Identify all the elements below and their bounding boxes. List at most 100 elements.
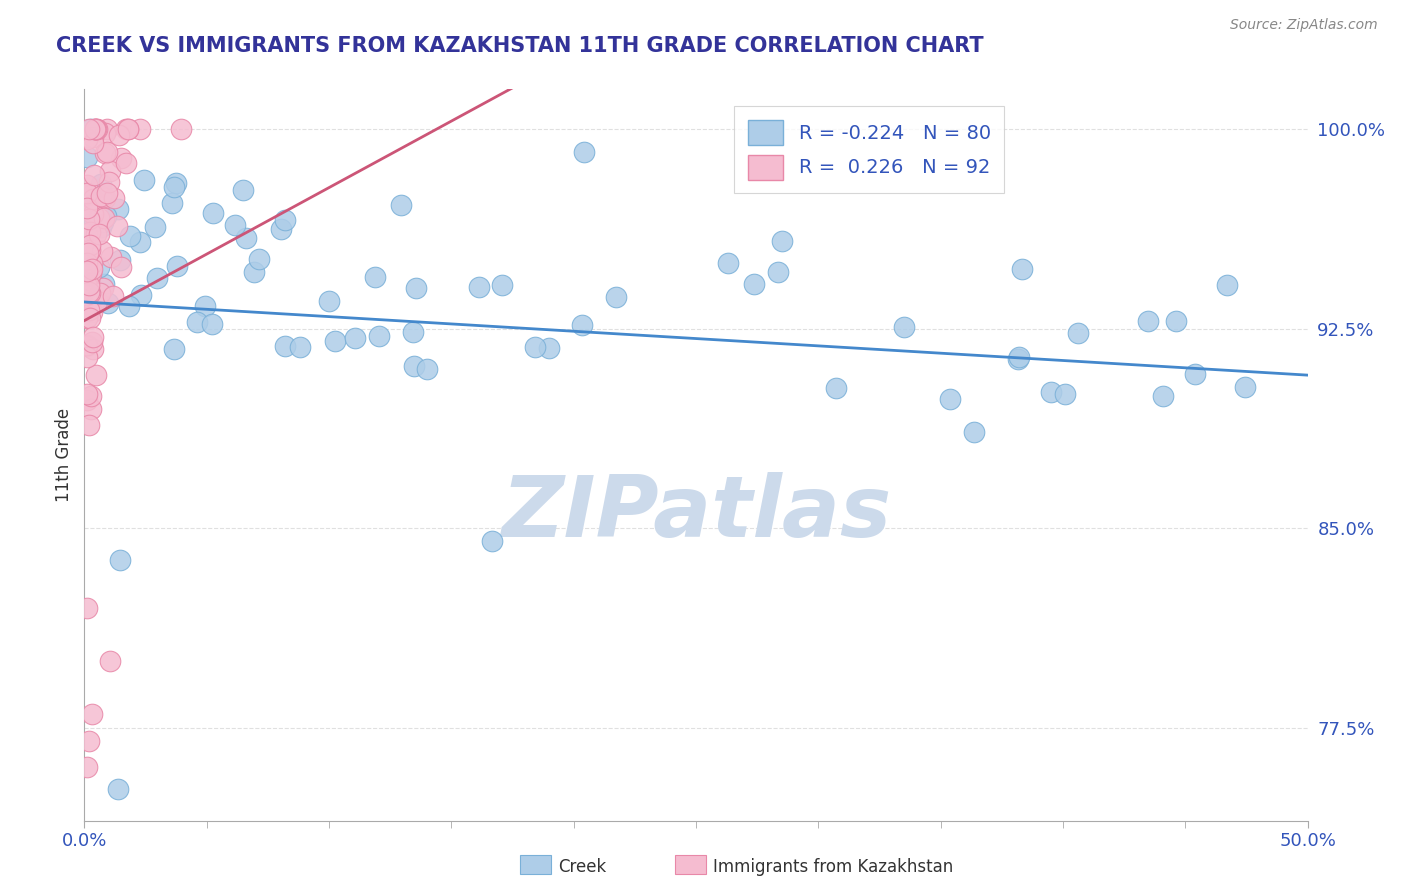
Point [82,330,104,344]
Point [202,206,225,220]
Point [1215,277,1237,292]
Point [76,288,98,302]
Point [201,318,224,332]
Point [108,128,131,142]
Point [80,255,103,269]
Point [84,122,107,136]
Point [94,191,117,205]
Point [89,227,111,241]
Point [107,202,129,216]
Point [91,244,114,259]
Point [91,189,114,203]
Point [232,183,254,197]
Point [389,197,412,211]
Point [83,169,105,183]
Legend: R = -0.224   N = 80, R =  0.226   N = 92: R = -0.224 N = 80, R = 0.226 N = 92 [734,106,1004,194]
Point [76,186,98,201]
Point [364,269,387,284]
Y-axis label: 11th Grade: 11th Grade [55,408,73,502]
Point [90,219,112,234]
Point [84,227,107,241]
Point [107,219,129,233]
Point [79,188,101,202]
Point [247,252,270,266]
Point [101,289,124,303]
Point [76,760,98,774]
Point [402,325,425,339]
Point [76,256,98,270]
Point [76,278,98,293]
Point [76,150,98,164]
Point [114,122,136,136]
Point [270,222,292,236]
Point [368,329,391,343]
Point [110,260,132,274]
Point [98,163,121,178]
Point [120,228,142,243]
Point [80,401,103,416]
Point [273,213,295,227]
Point [165,176,187,190]
Point [416,362,439,376]
Point [166,259,188,273]
Point [77,262,100,277]
Point [82,129,104,144]
Point [76,227,98,242]
Point [274,339,297,353]
Point [129,288,152,302]
Point [79,225,101,239]
Point [86,122,108,136]
Point [83,122,105,136]
Point [224,218,246,232]
Point [76,264,98,278]
Point [82,136,104,151]
Point [82,192,104,206]
Point [1233,379,1256,393]
Point [103,191,125,205]
Point [108,553,131,567]
Point [93,190,115,204]
Point [90,177,112,191]
Text: Creek: Creek [558,858,606,876]
Point [132,173,155,187]
Point [481,534,503,549]
Point [83,212,105,227]
Point [742,277,765,291]
Point [1007,352,1029,367]
Point [82,204,104,219]
Point [766,265,789,279]
Point [84,293,107,307]
Point [93,277,115,291]
Point [82,207,104,221]
Point [186,315,208,329]
Point [96,186,118,200]
Point [79,193,101,207]
Point [97,295,120,310]
Point [79,278,101,293]
Point [404,359,426,373]
Point [89,285,111,300]
Point [110,152,132,166]
Point [76,600,98,615]
Point [96,145,118,160]
Point [1067,326,1090,340]
Point [93,211,115,225]
Point [77,285,100,299]
Point [80,266,103,280]
Point [76,350,98,364]
Text: CREEK VS IMMIGRANTS FROM KAZAKHSTAN 11TH GRADE CORRELATION CHART: CREEK VS IMMIGRANTS FROM KAZAKHSTAN 11TH… [56,36,984,55]
Point [77,273,100,287]
Point [77,187,100,202]
Point [91,215,114,229]
Point [77,734,100,748]
Point [77,245,100,260]
Point [1166,314,1188,328]
Point [82,335,104,350]
Point [1053,387,1076,401]
Point [128,122,150,136]
Point [98,175,121,189]
Text: ZIPatlas: ZIPatlas [501,472,891,555]
Point [143,219,166,234]
Point [90,189,112,203]
Point [76,178,98,193]
